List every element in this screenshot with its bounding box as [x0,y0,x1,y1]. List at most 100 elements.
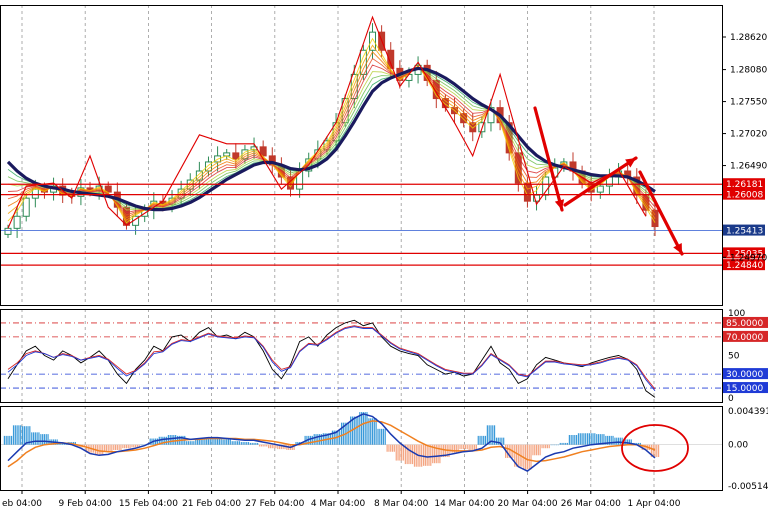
macd-hist-bar [227,439,230,445]
macd-hist-bar [45,434,47,445]
macd-hist-bar [406,444,408,465]
macd-hist-bar [253,442,255,445]
macd-hist-bar [218,437,220,445]
macd-hist-bar [357,416,359,445]
x-tick-label: 8 Mar 04:00 [374,499,429,509]
macd-hist-bar [391,444,394,452]
macd-hist-bar [277,444,279,450]
macd-hist-bar [240,442,242,445]
macd-hist-bar [269,444,272,449]
macd-hist-bar [439,444,441,464]
ma-ribbon-line [7,37,656,224]
macd-hist-bar [114,444,117,450]
macd-hist-bar [610,435,612,445]
x-tick-label: 14 Mar 04:00 [434,499,494,509]
level-label-box [723,247,765,259]
macd-hist-bar [322,433,324,445]
macd-hist-bar [244,442,246,445]
macd-hist-bar [74,442,76,445]
ma-ribbon-line [7,57,656,216]
macd-frame [0,406,723,491]
macd-hist-bar [224,439,226,445]
candle-body [387,49,395,69]
candle-body [469,122,477,133]
macd-hist-bar [652,444,654,458]
macd-hist-bar [162,436,164,445]
macd-hist-bar [550,444,552,446]
stoch-y-label: 50 [728,352,740,362]
macd-hist-bar [590,433,592,445]
macd-hist-bar [167,435,170,445]
macd-hist-bar [370,418,372,445]
macd-hist-bar [452,444,454,453]
macd-hist-bar [481,435,483,445]
macd-hist-bar [22,426,24,445]
macd-hist-bar [102,444,104,455]
macd-hist-bar [377,428,379,445]
macd-hist-bar [526,444,529,470]
macd-hist-bar [607,435,609,445]
stoch-y-label: 0 [728,394,734,404]
macd-hist-bar [645,444,647,450]
macd-hist-bar [311,435,313,445]
macd-hist-bar [532,444,534,456]
macd-hist-bar [493,425,496,445]
macd-hist-bar [136,444,138,448]
macd-hist-bar [149,438,151,445]
macd-hist-bar [14,425,16,445]
macd-hist-bar [293,444,295,450]
stoch-level-box [723,382,768,394]
macd-hist-bar [401,444,403,461]
macd-hist-bar [656,444,658,458]
macd-hist-bar [587,433,589,445]
macd-hist-bar [388,444,390,452]
macd-hist-bar [561,442,563,445]
macd-y-label: -0.0051412 [728,482,768,492]
macd-hist-bar [25,426,27,445]
macd-hist-bar [650,444,652,458]
macd-hist-bar [264,444,266,447]
macd-hist-bar [18,425,20,445]
macd-hist-bar [211,437,213,445]
stoch-level-label: 70.0000 [726,333,763,343]
macd-hist-bar [453,444,456,453]
macd-hist-bar [539,444,541,456]
macd-hist-bar [229,439,231,445]
macd-hist-bar [38,432,40,445]
macd-hist-bar [614,437,616,445]
macd-hist-bar [426,444,428,466]
macd-hist-bar [399,444,401,461]
macd-hist-bar [7,435,9,445]
macd-hist-bar [31,432,33,445]
macd-hist-bar [23,426,26,445]
macd-hist-bar [603,434,605,445]
macd-hist-bar [131,444,133,448]
macd-hist-bar [415,444,417,467]
candle-body [31,188,39,199]
macd-hist-bar [408,444,410,465]
stoch-level-box [723,316,768,328]
macd-hist-bar [457,444,459,453]
macd-hist-bar [12,425,15,445]
macd-hist-bar [393,444,395,452]
macd-hist-bar [47,434,49,445]
macd-hist-bar [483,435,485,445]
current-price-box [723,224,765,236]
macd-hist-bar [455,444,457,453]
macd-hist-bar [499,437,501,445]
arrow-up-head [625,158,636,168]
macd-hist-bar [639,442,641,445]
x-tick-label: 4 Mar 04:00 [311,499,366,509]
macd-hist-bar [193,441,195,445]
macd-hist-bar [570,435,572,445]
level-label: 1.26181 [726,180,763,190]
macd-hist-bar [362,412,364,445]
macd-hist-bar [472,444,474,450]
macd-hist-bar [608,435,611,445]
candle-body [22,197,30,217]
macd-hist-bar [297,442,299,445]
y-tick-label: 1.28620 [730,33,767,43]
stoch-level-label: 15.0000 [726,384,763,394]
macd-hist-bar [588,433,591,445]
